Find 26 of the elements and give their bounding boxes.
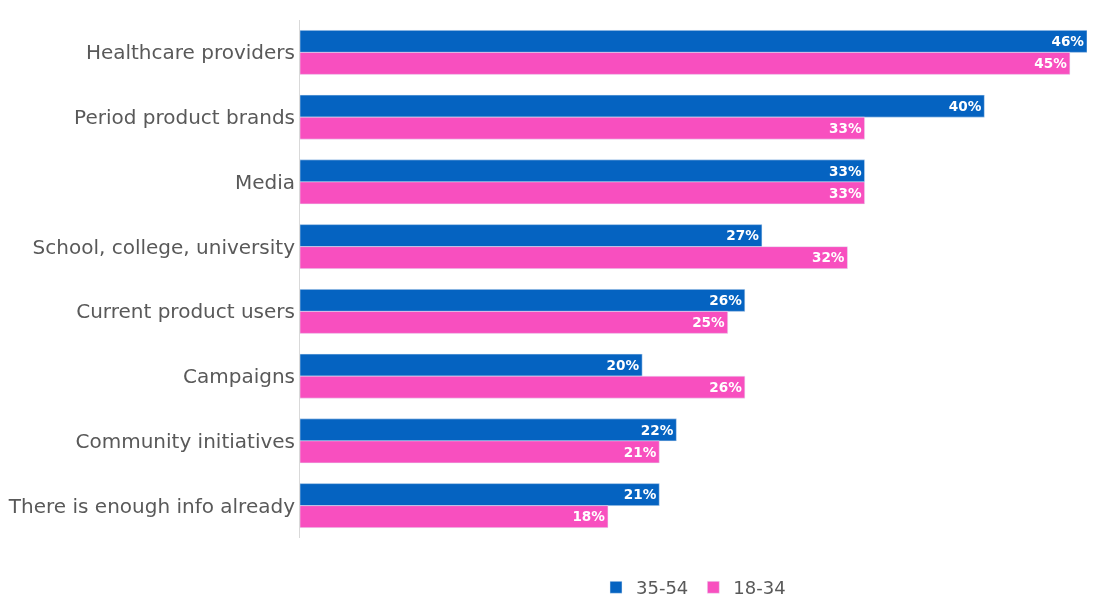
data-label: 22%	[640, 421, 674, 438]
y-tick-label: Period product brands	[74, 105, 295, 130]
legend-label: 35-54	[636, 577, 689, 599]
y-tick-label: Healthcare providers	[85, 40, 295, 65]
data-label: 27%	[726, 227, 760, 244]
data-label: 25%	[692, 314, 726, 331]
data-label: 21%	[623, 443, 657, 460]
data-label: 21%	[623, 486, 657, 503]
y-tick-label: Community initiatives	[75, 428, 295, 453]
y-tick-label: There is enough info already	[7, 493, 296, 518]
data-label: 32%	[811, 249, 845, 266]
y-tick-label: Campaigns	[182, 364, 295, 389]
data-label: 33%	[829, 162, 862, 179]
legend-label: 18-34	[733, 577, 786, 599]
y-tick-label: Current product users	[76, 299, 295, 324]
data-label: 40%	[948, 97, 982, 114]
data-label: 26%	[709, 378, 743, 395]
data-label: 33%	[829, 119, 862, 136]
y-tick-label: School, college, university	[32, 234, 296, 259]
data-label: 45%	[1034, 55, 1068, 72]
data-label: 20%	[606, 356, 640, 373]
data-label: 26%	[709, 292, 743, 309]
data-label: 33%	[829, 184, 862, 201]
data-label: 46%	[1051, 33, 1085, 50]
data-label: 18%	[572, 508, 606, 525]
y-tick-label: Media	[234, 169, 295, 194]
